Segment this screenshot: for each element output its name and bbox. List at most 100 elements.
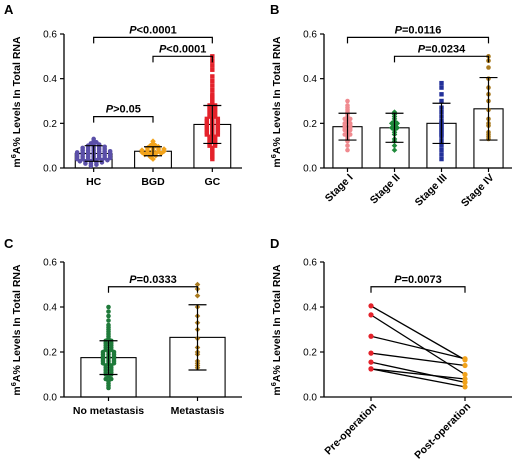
data-point	[210, 96, 215, 101]
y-tick-label: 0.4	[303, 74, 317, 85]
data-point	[210, 145, 215, 151]
data-point	[212, 139, 218, 144]
y-tick-label: 0.0	[43, 393, 57, 404]
pre-point	[368, 366, 374, 372]
data-point	[215, 132, 221, 137]
data-point	[215, 118, 221, 124]
significance-label-value: =0.0073	[402, 274, 442, 286]
data-point	[215, 127, 221, 133]
data-point	[204, 127, 210, 133]
significance-label: P=0.0073	[394, 274, 441, 286]
y-axis-label-superscript: 6	[269, 154, 278, 158]
data-point	[204, 130, 210, 135]
data-point	[212, 114, 218, 119]
y-axis-label: m6A% Levels In Total RNA	[269, 36, 283, 168]
data-point	[139, 147, 145, 153]
significance-bracket	[93, 116, 154, 123]
data-point	[207, 109, 212, 115]
data-point	[204, 116, 210, 122]
pair-line	[370, 361, 466, 384]
y-tick-label: 0.0	[303, 164, 317, 175]
y-axis-label-part: m	[271, 386, 283, 395]
pre-point	[368, 333, 374, 339]
data-point	[210, 150, 215, 155]
data-point	[212, 109, 218, 115]
pair-line	[370, 335, 466, 360]
significance-label: P=0.0234	[418, 43, 466, 55]
data-point	[210, 63, 215, 68]
pre-point	[368, 359, 374, 365]
data-point	[204, 123, 210, 128]
x-tick-label: GC	[204, 176, 220, 188]
significance-label-value: >0.05	[113, 104, 141, 116]
data-point	[74, 150, 80, 155]
x-tick-label: BGD	[141, 176, 165, 188]
data-point	[210, 74, 215, 79]
data-point	[212, 143, 218, 148]
significance-label-p: P	[129, 24, 137, 36]
data-point	[439, 80, 444, 86]
significance-label: P=0.0116	[395, 24, 442, 36]
post-point	[462, 371, 468, 378]
y-tick-label: 0.4	[43, 303, 57, 314]
significance-label-value: =0.0234	[425, 43, 466, 55]
y-axis-label-part: m	[11, 386, 23, 395]
data-point	[161, 146, 167, 152]
y-tick-label: 0.2	[303, 119, 317, 130]
data-point	[210, 101, 215, 106]
data-point	[210, 98, 215, 104]
x-tick-label: Metastasis	[171, 405, 225, 417]
significance-label-value: =0.0116	[402, 24, 441, 36]
data-point	[439, 85, 444, 90]
data-point	[439, 147, 444, 153]
y-tick-label: 0.0	[303, 393, 317, 404]
data-point	[439, 92, 444, 97]
significance-label: P<0.0001	[129, 24, 176, 36]
significance-bracket	[393, 55, 490, 63]
significance-label: P<0.0001	[159, 43, 206, 55]
pair-line	[370, 314, 466, 376]
data-point	[345, 98, 350, 104]
data-point	[194, 281, 201, 288]
data-point	[210, 92, 215, 97]
x-tick-label: Stage I	[323, 172, 356, 205]
data-point	[107, 148, 113, 154]
data-point	[212, 134, 218, 139]
y-axis-label-superscript: 6	[269, 382, 278, 386]
data-point	[210, 67, 215, 72]
significance-label-p: P	[418, 43, 426, 55]
y-axis-label-superscript: 6	[9, 154, 18, 158]
y-axis-label: m6A% Levels In Total RNA	[9, 264, 23, 396]
significance-bracket	[346, 36, 490, 44]
data-point	[212, 107, 218, 113]
data-point	[439, 143, 444, 148]
y-axis-label-part: m	[271, 158, 283, 167]
significance-label-p: P	[395, 24, 403, 36]
data-point	[215, 125, 221, 130]
post-point	[462, 356, 468, 362]
y-axis-label-part: m	[11, 158, 23, 167]
x-tick-label: Stage III	[413, 172, 450, 209]
post-point	[462, 384, 468, 390]
y-tick-label: 0.6	[303, 30, 317, 41]
data-point	[207, 114, 212, 119]
y-tick-label: 0.2	[303, 348, 317, 359]
data-point	[439, 156, 444, 162]
data-point	[194, 292, 201, 299]
pair-line	[370, 352, 466, 367]
data-point	[345, 147, 350, 153]
pair-line	[370, 368, 466, 380]
data-point	[210, 83, 215, 88]
data-point	[210, 87, 215, 93]
data-point	[207, 134, 212, 139]
data-point	[204, 132, 210, 137]
data-point	[106, 322, 111, 328]
data-point	[106, 304, 111, 310]
data-point	[204, 118, 210, 124]
data-point	[210, 78, 215, 84]
data-point	[210, 94, 215, 99]
x-tick-label: Pre-operation	[322, 401, 379, 458]
significance-label-value: <0.0001	[166, 43, 206, 55]
y-tick-label: 0.6	[43, 30, 57, 41]
